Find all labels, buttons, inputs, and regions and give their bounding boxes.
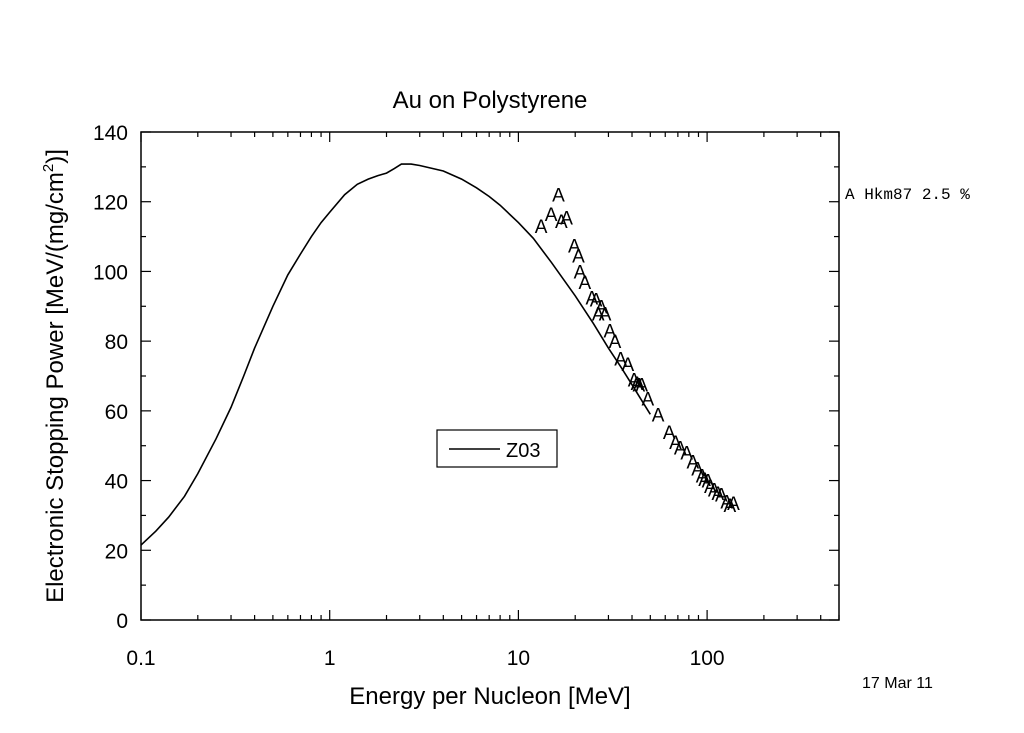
data-point-marker: A — [609, 332, 622, 353]
x-tick-label: 1 — [324, 647, 336, 670]
y-tick-label: 20 — [105, 540, 128, 563]
data-point-marker: A — [595, 297, 608, 318]
data-point-marker: A — [555, 212, 568, 233]
data-point-marker: A — [724, 496, 737, 517]
data-point-marker: A — [628, 370, 641, 391]
data-point-marker: A — [708, 480, 721, 501]
data-point-marker: A — [635, 376, 648, 397]
y-tick-label: 0 — [116, 610, 128, 633]
legend-box: Z03 — [436, 429, 558, 468]
x-tick-label: 0.1 — [126, 647, 155, 670]
y-tick-label: 80 — [105, 331, 128, 354]
y-axis-label-superscript: 2 — [40, 164, 57, 172]
data-point-marker: A — [702, 472, 715, 493]
data-point-marker: A — [545, 205, 558, 226]
data-point-marker: A — [599, 304, 612, 325]
x-tick-label: 100 — [690, 647, 725, 670]
data-point-marker: A — [585, 289, 598, 310]
data-point-marker: A — [704, 477, 717, 498]
chart-title: Au on Polystyrene — [393, 87, 588, 114]
data-point-marker: A — [686, 452, 699, 473]
data-point-marker: A — [674, 438, 687, 459]
data-point-marker: A — [715, 486, 728, 507]
y-tick-label: 120 — [93, 192, 128, 215]
x-axis-ticks — [140, 132, 840, 620]
data-point-marker: A — [603, 322, 616, 343]
data-point-marker: A — [698, 470, 711, 491]
x-axis-tick-labels: 0.1 1 10 100 — [126, 647, 724, 670]
y-tick-label: 140 — [93, 122, 128, 145]
data-point-marker: A — [592, 304, 605, 325]
y-axis-label: Electronic Stopping Power [MeV/(mg/cm2)] — [40, 149, 69, 603]
data-point-marker: A — [572, 247, 585, 268]
series-line-z03 — [140, 163, 651, 546]
y-axis-label-base: Electronic Stopping Power [MeV/(mg/cm — [42, 172, 69, 603]
y-axis-tick-labels: 0 20 40 60 80 100 120 140 — [93, 122, 128, 633]
y-tick-label: 40 — [105, 471, 128, 494]
data-point-marker: A — [621, 355, 634, 376]
data-point-marker: A — [711, 484, 724, 505]
date-stamp: 17 Mar 11 — [862, 675, 933, 692]
data-point-marker: A — [574, 262, 587, 283]
data-point-marker: A — [614, 350, 627, 371]
data-source-annotation: A Hkm87 2.5 % — [845, 186, 970, 204]
data-point-marker: A — [590, 290, 603, 311]
data-point-marker: A — [568, 236, 581, 257]
y-axis-label-end: )] — [42, 149, 69, 164]
y-axis-ticks — [141, 131, 839, 621]
y-tick-label: 100 — [93, 261, 128, 284]
data-point-marker: A — [652, 405, 665, 426]
data-point-marker: A — [669, 433, 682, 454]
data-point-marker: A — [579, 273, 592, 294]
data-point-marker: A — [631, 374, 644, 395]
data-point-marker: A — [691, 459, 704, 480]
x-axis-label: Energy per Nucleon [MeV] — [349, 683, 630, 710]
legend-label: Z03 — [506, 440, 540, 462]
data-point-marker: A — [663, 423, 676, 444]
data-point-marker: A — [641, 390, 654, 411]
plot-frame — [140, 131, 840, 621]
data-point-marker: A — [560, 208, 573, 229]
data-point-marker: A — [680, 444, 693, 465]
x-tick-label: 10 — [507, 647, 530, 670]
data-point-marker: A — [727, 494, 740, 515]
data-point-marker: A — [552, 186, 565, 207]
data-point-marker: A — [633, 376, 646, 397]
y-tick-label: 60 — [105, 401, 128, 424]
data-point-marker: A — [720, 492, 733, 513]
data-point-marker: A — [696, 466, 709, 487]
data-point-marker: A — [535, 217, 548, 238]
